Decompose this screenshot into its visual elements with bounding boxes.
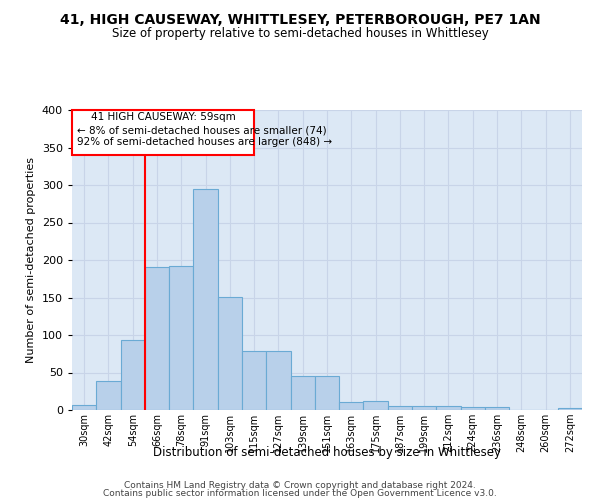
Bar [315, 376, 339, 410]
Bar [436, 406, 461, 410]
Text: 41, HIGH CAUSEWAY, WHITTLESEY, PETERBOROUGH, PE7 1AN: 41, HIGH CAUSEWAY, WHITTLESEY, PETERBORO… [59, 12, 541, 26]
Text: Size of property relative to semi-detached houses in Whittlesey: Size of property relative to semi-detach… [112, 28, 488, 40]
Bar [485, 407, 509, 410]
Bar [218, 296, 242, 410]
Bar [290, 376, 315, 410]
Bar [72, 110, 254, 155]
Bar [266, 351, 290, 410]
Text: Distribution of semi-detached houses by size in Whittlesey: Distribution of semi-detached houses by … [153, 446, 501, 459]
Bar [339, 402, 364, 410]
Bar [121, 340, 145, 410]
Bar [558, 408, 582, 410]
Text: Contains HM Land Registry data © Crown copyright and database right 2024.: Contains HM Land Registry data © Crown c… [124, 480, 476, 490]
Text: 92% of semi-detached houses are larger (848) →: 92% of semi-detached houses are larger (… [77, 137, 332, 147]
Text: Contains public sector information licensed under the Open Government Licence v3: Contains public sector information licen… [103, 490, 497, 498]
Text: ← 8% of semi-detached houses are smaller (74): ← 8% of semi-detached houses are smaller… [77, 125, 326, 135]
Bar [461, 407, 485, 410]
Text: 41 HIGH CAUSEWAY: 59sqm: 41 HIGH CAUSEWAY: 59sqm [91, 112, 235, 122]
Y-axis label: Number of semi-detached properties: Number of semi-detached properties [26, 157, 36, 363]
Bar [145, 267, 169, 410]
Bar [193, 188, 218, 410]
Bar [412, 406, 436, 410]
Bar [242, 351, 266, 410]
Bar [169, 266, 193, 410]
Bar [72, 405, 96, 410]
Bar [388, 406, 412, 410]
Bar [364, 401, 388, 410]
Bar [96, 381, 121, 410]
